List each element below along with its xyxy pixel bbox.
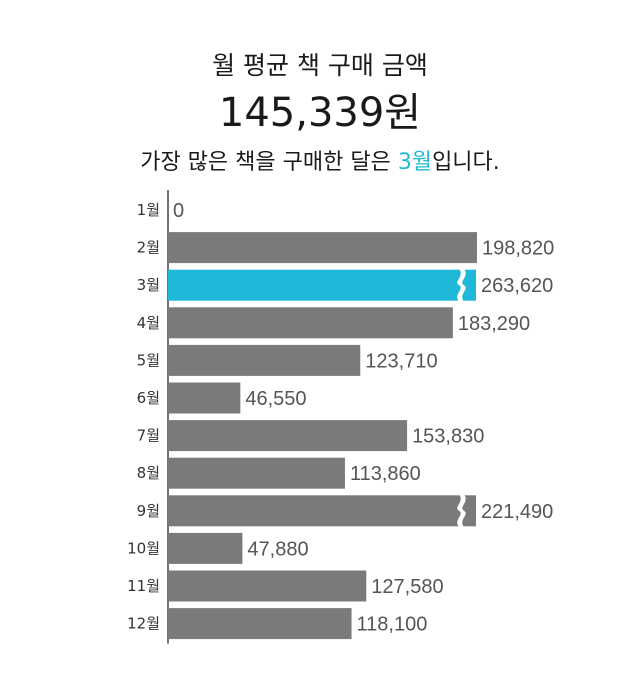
bar-chart: 1월 0 2월 198,820 3월 263,620 4월 183,290 5월 123,710 6… (127, 190, 554, 644)
average-amount: 145,339원 (218, 90, 422, 136)
month-label: 9월 (137, 502, 160, 520)
bar (168, 532, 243, 564)
subtitle-prefix: 가장 많은 책을 구매한 달은 (140, 150, 398, 175)
value-label: 123,710 (365, 350, 437, 372)
bar (168, 420, 408, 452)
bar (168, 608, 352, 640)
value-label: 153,830 (412, 426, 484, 448)
bar (168, 307, 453, 339)
value-label: 118,100 (357, 614, 428, 636)
month-label: 3월 (137, 276, 160, 294)
month-label: 1월 (137, 201, 160, 219)
month-label: 5월 (137, 351, 160, 369)
value-label: 46,550 (245, 388, 306, 410)
subtitle-suffix: 입니다. (432, 150, 500, 175)
value-label: 221,490 (481, 501, 553, 523)
bar (168, 382, 241, 414)
month-label: 12월 (127, 615, 160, 633)
bar (168, 269, 476, 301)
value-label: 113,860 (350, 463, 421, 485)
value-label: 183,290 (458, 313, 530, 335)
bar (168, 495, 476, 527)
month-label: 4월 (137, 314, 160, 332)
month-label: 11월 (127, 577, 160, 595)
month-label: 10월 (127, 539, 160, 557)
bar (168, 457, 345, 489)
axis-break-marker (457, 494, 466, 528)
bar (168, 232, 477, 264)
value-label: 127,580 (371, 576, 443, 598)
axis-break-marker (457, 268, 466, 302)
bar (168, 344, 361, 376)
value-label: 263,620 (481, 275, 553, 297)
chart-subtitle: 가장 많은 책을 구매한 달은 3월입니다. (0, 144, 640, 176)
month-label: 6월 (137, 389, 160, 407)
month-label: 7월 (137, 427, 160, 445)
value-label: 198,820 (482, 238, 554, 260)
chart-title: 월 평균 책 구매 금액 (212, 51, 428, 80)
month-label: 2월 (137, 239, 160, 257)
subtitle-highlight-month: 3월 (397, 150, 433, 175)
value-label: 47,880 (247, 538, 308, 560)
month-label: 8월 (137, 464, 160, 482)
bar (168, 570, 367, 602)
value-label: 0 (173, 200, 184, 222)
